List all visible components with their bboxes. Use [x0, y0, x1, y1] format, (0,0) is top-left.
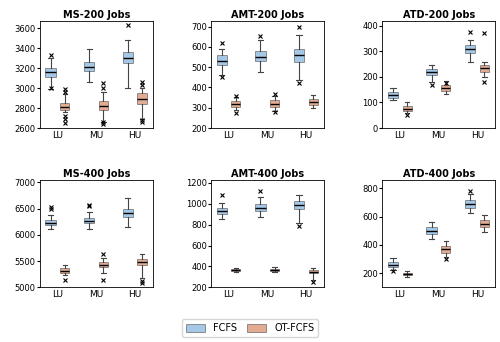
PathPatch shape [480, 65, 489, 72]
PathPatch shape [122, 209, 133, 217]
PathPatch shape [60, 103, 70, 110]
PathPatch shape [84, 218, 94, 223]
PathPatch shape [216, 208, 227, 214]
PathPatch shape [216, 55, 227, 65]
PathPatch shape [402, 273, 411, 275]
PathPatch shape [308, 271, 318, 273]
PathPatch shape [308, 98, 318, 105]
PathPatch shape [426, 69, 437, 75]
Title: ATD-400 Jobs: ATD-400 Jobs [402, 169, 475, 179]
PathPatch shape [138, 259, 146, 265]
PathPatch shape [46, 220, 56, 225]
PathPatch shape [256, 203, 266, 211]
PathPatch shape [442, 85, 450, 91]
PathPatch shape [388, 92, 398, 98]
PathPatch shape [60, 268, 70, 273]
Title: AMT-200 Jobs: AMT-200 Jobs [231, 10, 304, 20]
PathPatch shape [402, 106, 411, 111]
PathPatch shape [465, 45, 475, 53]
PathPatch shape [480, 221, 489, 227]
PathPatch shape [256, 51, 266, 61]
PathPatch shape [84, 62, 94, 71]
Title: AMT-400 Jobs: AMT-400 Jobs [231, 169, 304, 179]
PathPatch shape [122, 52, 133, 63]
PathPatch shape [465, 199, 475, 208]
PathPatch shape [426, 227, 437, 234]
PathPatch shape [270, 269, 279, 271]
PathPatch shape [270, 100, 279, 107]
PathPatch shape [99, 262, 108, 267]
PathPatch shape [442, 246, 450, 253]
PathPatch shape [46, 68, 56, 77]
PathPatch shape [294, 201, 304, 209]
PathPatch shape [232, 269, 240, 271]
PathPatch shape [99, 101, 108, 110]
Title: MS-200 Jobs: MS-200 Jobs [62, 10, 130, 20]
Legend: FCFS, OT-FCFS: FCFS, OT-FCFS [182, 319, 318, 337]
PathPatch shape [138, 93, 146, 104]
PathPatch shape [232, 101, 240, 107]
PathPatch shape [294, 49, 304, 62]
PathPatch shape [388, 262, 398, 267]
Title: MS-400 Jobs: MS-400 Jobs [62, 169, 130, 179]
Title: ATD-200 Jobs: ATD-200 Jobs [402, 10, 475, 20]
